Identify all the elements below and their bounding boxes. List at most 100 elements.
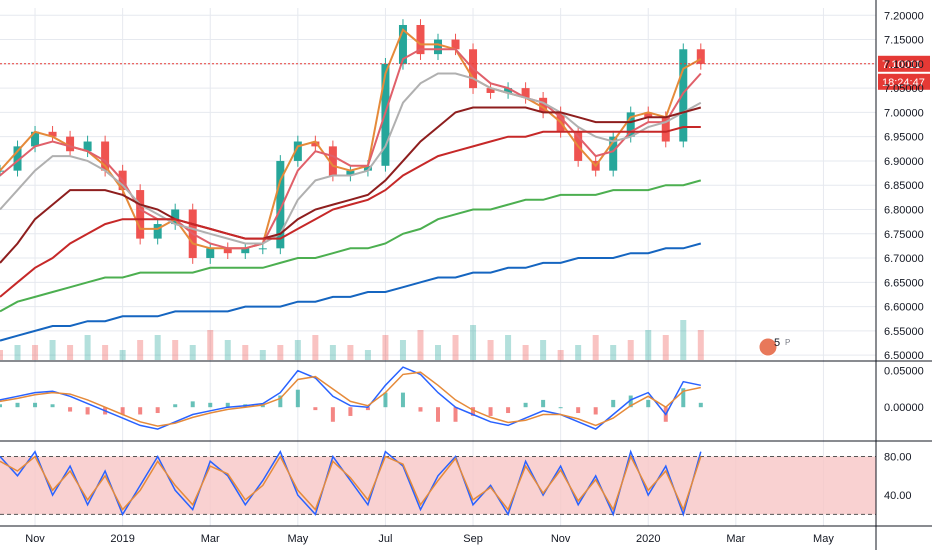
macd-histogram-bar <box>278 395 283 408</box>
candle-body <box>136 190 145 239</box>
time-tick-label: Mar <box>201 533 220 545</box>
macd-histogram-bar <box>190 401 195 408</box>
candle-body <box>661 117 670 142</box>
price-tick-label: 7.20000 <box>884 10 924 22</box>
price-badge-label: 7.10011 <box>882 59 921 71</box>
moving-average-line <box>0 242 702 342</box>
volume-bar <box>452 335 459 360</box>
time-tick-label: May <box>813 533 834 545</box>
volume-bar <box>575 345 582 360</box>
volume-bar <box>364 350 371 360</box>
candle-body <box>346 170 355 176</box>
macd-histogram-bar <box>0 404 2 408</box>
macd-histogram-bar <box>208 402 213 408</box>
macd-histogram-bar <box>523 402 528 408</box>
volume-bar <box>207 330 214 360</box>
price-tick-label: 7.15000 <box>884 35 924 47</box>
price-tick-label: 6.55000 <box>884 326 924 338</box>
candle-body <box>398 24 407 64</box>
candle-body <box>276 160 285 249</box>
moving-average-line <box>0 72 702 245</box>
volume-bar <box>259 350 266 360</box>
volume-bar <box>399 340 406 360</box>
volume-bar <box>224 340 231 360</box>
volume-bar <box>662 335 669 360</box>
candle-body <box>83 141 92 152</box>
candle-body <box>66 136 75 152</box>
volume-bar <box>32 345 39 360</box>
candle-body <box>13 146 22 171</box>
macd-tick-label: 0.00000 <box>884 402 924 414</box>
volume-bar <box>137 340 144 360</box>
price-tick-label: 6.70000 <box>884 253 924 265</box>
macd-histogram-bar <box>400 392 405 408</box>
volume-bar <box>382 335 389 360</box>
macd-histogram-bar <box>383 392 388 408</box>
countdown-badge <box>878 73 930 90</box>
moving-average-line <box>0 126 701 298</box>
candle-body <box>258 248 267 250</box>
time-tick-label: Sep <box>463 533 483 545</box>
volume-bar <box>14 345 21 360</box>
volume-bar <box>557 350 564 360</box>
moving-average-line <box>0 179 702 313</box>
stochastic-band <box>0 456 876 515</box>
overlay-markers: 5 P <box>758 337 790 357</box>
moving-average-line <box>0 28 702 250</box>
macd-histogram-bar <box>85 407 90 415</box>
macd-pane <box>0 366 703 430</box>
time-tick-label: Nov <box>551 533 571 545</box>
price-tick-label: 6.50000 <box>884 350 924 362</box>
volume-bar <box>610 345 617 360</box>
macd-histogram-bar <box>225 402 230 408</box>
candle-body <box>626 112 635 137</box>
volume-bar <box>592 335 599 360</box>
macd-histogram-bar <box>506 407 511 414</box>
candle-body <box>171 209 180 225</box>
macd-histogram-bar <box>558 407 563 409</box>
volume-bar <box>417 330 424 360</box>
moving-average-line <box>0 106 702 264</box>
candle-body <box>101 141 110 171</box>
macd-histogram-bar <box>418 407 423 412</box>
macd-line <box>0 366 701 430</box>
macd-histogram-bar <box>365 407 370 411</box>
price-tick-label: 7.00000 <box>884 107 924 119</box>
macd-histogram-bar <box>120 407 125 415</box>
candle-body <box>0 170 4 172</box>
timeframe-badge-icon[interactable] <box>758 337 778 357</box>
volume-bar <box>119 350 126 360</box>
macd-histogram-bar <box>453 407 458 422</box>
candle-body <box>48 131 57 137</box>
time-tick-label: Jul <box>378 533 392 545</box>
macd-histogram-bar <box>15 402 20 408</box>
volume-bar <box>522 345 529 360</box>
price-tick-label: 6.65000 <box>884 277 924 289</box>
candle-body <box>293 141 302 161</box>
macd-histogram-bar <box>348 407 353 416</box>
stochastic-tick-label: 80.00 <box>884 451 912 463</box>
grid-lines <box>0 8 876 526</box>
volume-bar <box>470 325 477 360</box>
volume-bar <box>49 340 56 360</box>
candle-body <box>521 88 530 98</box>
macd-tick-label: 0.05000 <box>884 366 924 378</box>
volume-bar <box>172 340 179 360</box>
candle-body <box>696 49 705 64</box>
macd-histogram-bar <box>313 407 318 411</box>
stochastic-pane <box>0 449 876 517</box>
candle-body <box>486 88 495 93</box>
candle-body <box>206 248 215 259</box>
volume-bar <box>680 320 687 360</box>
stochastic-tick-label: 40.00 <box>884 490 912 502</box>
time-tick-label: May <box>287 533 308 545</box>
candle-body <box>609 136 618 171</box>
price-tick-label: 7.05000 <box>884 83 924 95</box>
price-tick-label: 6.90000 <box>884 156 924 168</box>
price-tick-label: 6.60000 <box>884 302 924 314</box>
candle-body <box>504 88 513 93</box>
price-badge <box>878 55 930 72</box>
macd-histogram-bar <box>50 404 55 408</box>
